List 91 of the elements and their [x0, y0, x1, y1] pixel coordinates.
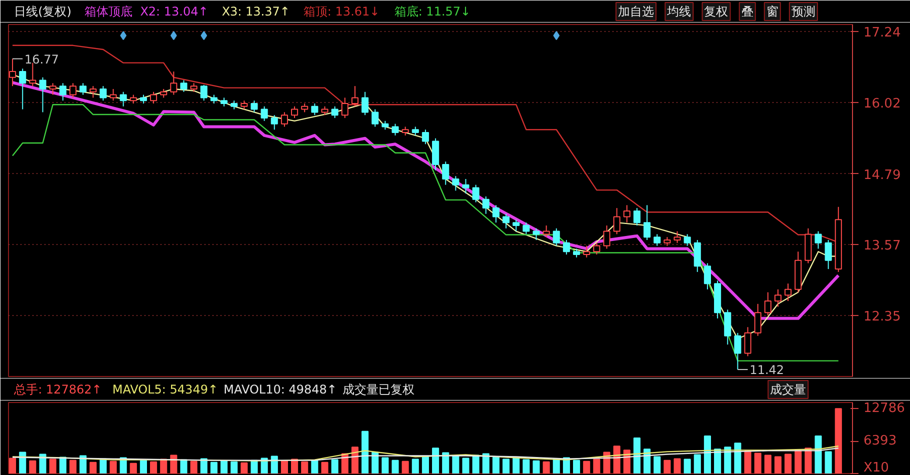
y-tick-label: 12.35 — [864, 310, 901, 325]
text: 复权 — [704, 4, 728, 18]
candlestick — [623, 204, 630, 224]
candlestick — [442, 161, 450, 186]
candlestick — [120, 91, 127, 107]
y-tick-label: 14.79 — [864, 168, 901, 183]
candlestick — [654, 234, 661, 246]
candlestick — [150, 91, 158, 104]
text: X2: 13.04↑ — [140, 4, 208, 18]
candlestick — [432, 138, 440, 171]
text: 箱底: 11.57↓ — [394, 4, 471, 18]
candlestick — [351, 86, 358, 107]
candlestick — [39, 76, 46, 113]
candlestick — [734, 332, 742, 370]
chart-title: 成交量已复权 — [342, 382, 414, 396]
candlestick — [724, 309, 732, 346]
candlestick — [552, 228, 560, 246]
annotation: 11.42 — [750, 363, 784, 378]
candlestick — [492, 204, 500, 224]
candlestick — [422, 129, 429, 145]
candlestick — [90, 86, 97, 98]
candlestick — [744, 326, 752, 357]
candlestick — [49, 82, 56, 96]
y-tick-label: 13.57 — [864, 238, 901, 254]
candlestick — [684, 234, 691, 246]
text: MAVOL5: 54349↑ — [112, 382, 218, 396]
candlestick — [583, 245, 590, 258]
candlestick — [512, 219, 520, 232]
candlestick — [784, 283, 792, 302]
candlestick — [29, 62, 36, 87]
candlestick — [633, 208, 640, 226]
candlestick — [19, 68, 26, 110]
candlestick — [754, 303, 762, 336]
candlestick — [704, 262, 711, 290]
candlestick — [603, 224, 610, 250]
candlestick — [532, 228, 540, 240]
candlestick — [522, 222, 530, 235]
candlestick — [341, 97, 348, 119]
candlestick — [462, 178, 470, 194]
text: 箱顶: 13.61↓ — [303, 4, 380, 18]
text: 叠 — [741, 4, 754, 18]
candlestick — [644, 204, 651, 240]
chart-title: 日线(复权) — [14, 4, 72, 18]
text: X3: 13.37↑ — [222, 4, 290, 18]
candlestick — [452, 176, 460, 192]
candlestick — [392, 123, 399, 136]
candlestick — [482, 196, 490, 214]
candlestick — [291, 106, 298, 119]
candlestick — [110, 88, 117, 102]
candlestick — [674, 230, 681, 244]
candlestick — [502, 213, 510, 229]
candlestick — [764, 292, 772, 316]
candlestick — [824, 240, 832, 270]
candlestick — [593, 242, 600, 256]
candlestick — [69, 82, 76, 98]
candlestick — [280, 112, 288, 128]
text: 预测 — [791, 4, 816, 18]
y-tick-label: 6393 — [864, 434, 897, 449]
candlestick — [613, 208, 620, 235]
candlestick — [472, 184, 480, 203]
candlestick — [80, 82, 87, 96]
text: MAVOL10: 49848↑ — [224, 382, 337, 396]
candlestick — [542, 224, 550, 238]
candlestick — [260, 106, 268, 122]
candlestick — [180, 80, 188, 92]
text: 成交量 — [770, 382, 806, 396]
candlestick — [372, 108, 379, 128]
text: 总手: 127862↑ — [13, 382, 102, 396]
text: 窗 — [766, 4, 778, 18]
y-tick-label: 16.02 — [864, 96, 901, 112]
line-series — [12, 104, 839, 362]
candlestick — [331, 106, 338, 119]
candlestick — [100, 86, 107, 102]
candlestick — [774, 288, 782, 308]
legend-title: 箱体顶底 — [84, 4, 133, 18]
candlestick — [694, 240, 701, 272]
candlestick — [562, 240, 570, 256]
candlestick — [200, 84, 208, 102]
candlestick — [814, 230, 822, 250]
y-tick-label: X10 — [864, 460, 889, 475]
text: 加自选 — [618, 4, 654, 18]
candlestick — [170, 71, 178, 96]
candlestick — [311, 102, 318, 116]
candlestick — [59, 82, 66, 102]
candlestick — [250, 100, 258, 113]
y-tick-label: 17.24 — [864, 25, 901, 40]
y-tick-label: 12786 — [864, 401, 905, 416]
candlestick — [362, 91, 369, 116]
candlestick — [270, 114, 278, 130]
annotation: 16.77 — [24, 52, 59, 66]
text: 均线 — [666, 4, 692, 18]
